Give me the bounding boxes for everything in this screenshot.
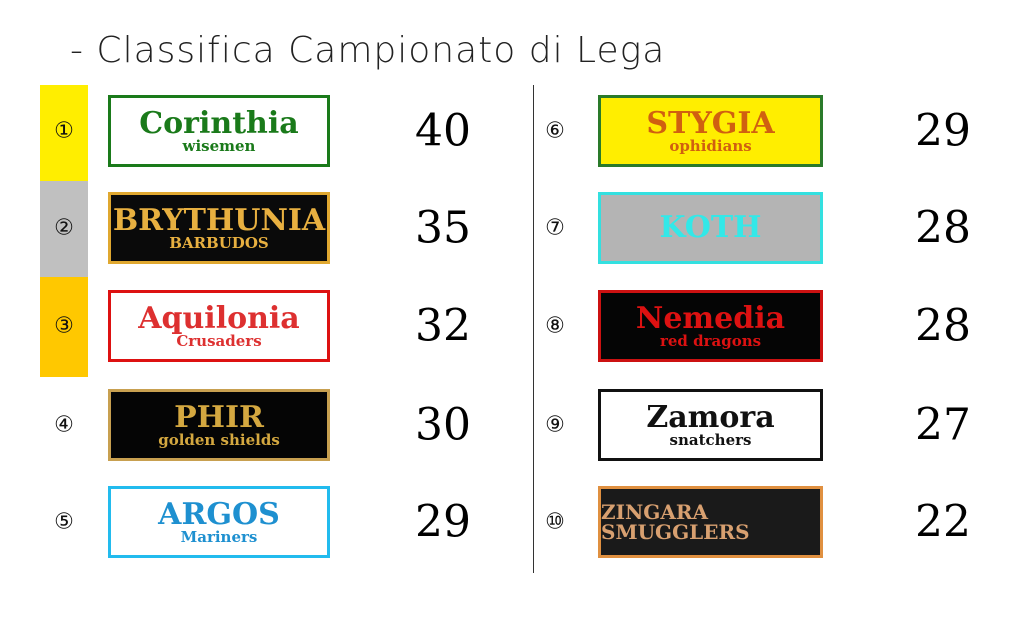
team-name: Nemedia xyxy=(635,300,786,336)
team-points: 22 xyxy=(915,496,971,548)
rank-number: ② xyxy=(54,215,74,241)
team-name: Zamora xyxy=(646,399,775,435)
team-logo: KOTH xyxy=(598,192,823,264)
rank-number: ③ xyxy=(54,313,74,339)
team-logo: Nemedia red dragons xyxy=(598,290,823,362)
team-points: 32 xyxy=(415,300,471,352)
team-name: STYGIA xyxy=(646,105,775,141)
rank-number: ⑨ xyxy=(545,412,565,438)
team-logo: Zamora snatchers xyxy=(598,389,823,461)
team-name: Corinthia xyxy=(139,105,299,141)
team-logo: BRYTHUNIA BARBUDOS xyxy=(108,192,330,264)
rank-number: ⑤ xyxy=(54,509,74,535)
rank-number: ⑧ xyxy=(545,313,565,339)
team-subtitle: BARBUDOS xyxy=(169,233,269,252)
team-subtitle: wisemen xyxy=(182,136,256,155)
team-points: 28 xyxy=(915,202,971,254)
rank-number: ① xyxy=(54,118,74,144)
team-logo: STYGIA ophidians xyxy=(598,95,823,167)
team-logo: Corinthia wisemen xyxy=(108,95,330,167)
page-title: - Classifica Campionato di Lega xyxy=(70,30,666,71)
team-points: 27 xyxy=(915,399,971,451)
team-name: Aquilonia xyxy=(138,300,300,336)
rank-number: ④ xyxy=(54,412,74,438)
column-divider xyxy=(533,85,534,573)
team-logo: PHIR golden shields xyxy=(108,389,330,461)
team-points: 40 xyxy=(415,105,471,157)
team-points: 35 xyxy=(415,202,471,254)
rank-number: ⑦ xyxy=(545,215,565,241)
team-subtitle: ophidians xyxy=(669,136,752,155)
team-points: 28 xyxy=(915,300,971,352)
rank-highlight-bronze xyxy=(40,277,88,377)
team-subtitle: Crusaders xyxy=(176,331,262,350)
team-subtitle: golden shields xyxy=(158,430,280,449)
team-name: ARGOS xyxy=(158,496,280,532)
team-name: BRYTHUNIA xyxy=(112,202,326,238)
team-logo: ARGOS Mariners xyxy=(108,486,330,558)
team-subtitle: red dragons xyxy=(659,331,762,350)
team-name: KOTH xyxy=(659,210,762,245)
team-logo: ZINGARA SMUGGLERS xyxy=(598,486,823,558)
team-logo: Aquilonia Crusaders xyxy=(108,290,330,362)
team-subtitle: snatchers xyxy=(669,430,752,449)
rank-highlight-gold xyxy=(40,85,88,181)
rank-highlight-silver xyxy=(40,181,88,277)
team-subtitle: Mariners xyxy=(180,527,258,546)
team-name: PHIR xyxy=(174,399,264,435)
team-points: 29 xyxy=(915,105,971,157)
team-name: ZINGARA SMUGGLERS xyxy=(601,500,750,544)
team-points: 30 xyxy=(415,399,471,451)
rank-number: ⑩ xyxy=(545,509,565,535)
rank-number: ⑥ xyxy=(545,118,565,144)
team-points: 29 xyxy=(415,496,471,548)
